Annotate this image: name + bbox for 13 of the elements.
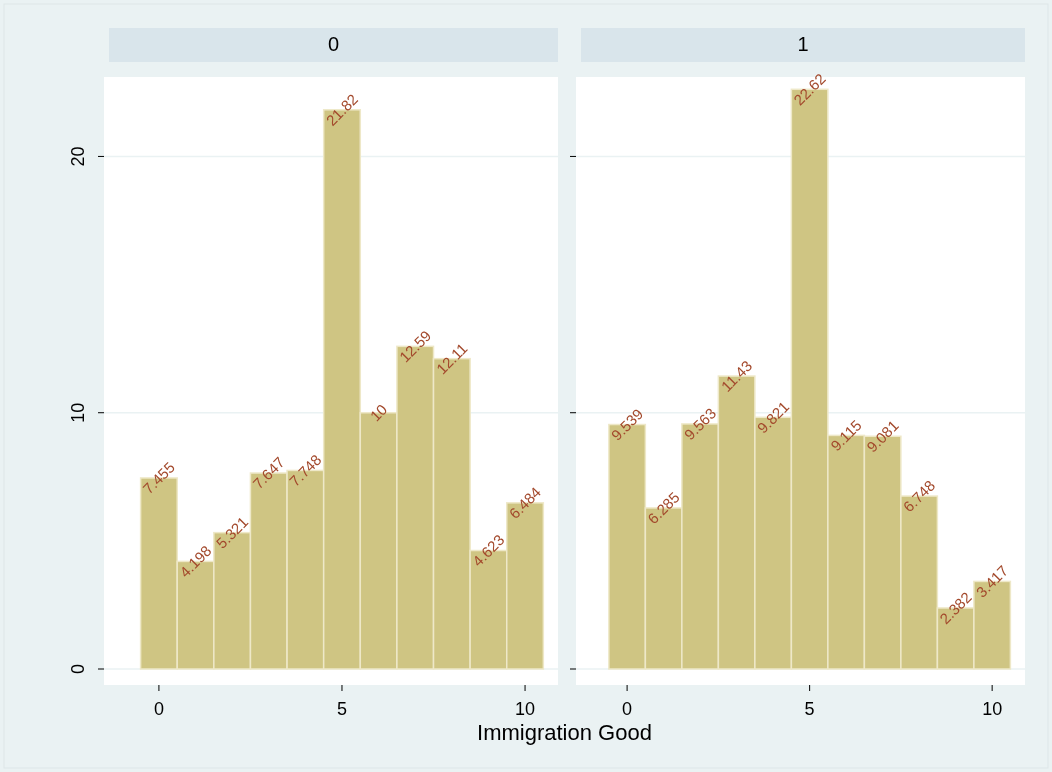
x-tick-label: 5: [336, 699, 347, 719]
chart-title: 1: [797, 33, 809, 55]
x-tick-label: 10: [982, 699, 1003, 719]
x-tick-label: 10: [515, 699, 536, 719]
y-tick-label: 10: [68, 402, 88, 423]
y-tick-label: 0: [68, 663, 88, 675]
x-tick-label: 0: [153, 699, 164, 719]
data-label: 10: [366, 400, 391, 425]
y-tick-label: 20: [68, 146, 88, 167]
x-tick-label: 0: [622, 699, 633, 719]
x-tick-label: 5: [804, 699, 815, 719]
chart-title: 0: [327, 33, 340, 55]
x-axis-title: Immigration Good: [477, 720, 652, 745]
